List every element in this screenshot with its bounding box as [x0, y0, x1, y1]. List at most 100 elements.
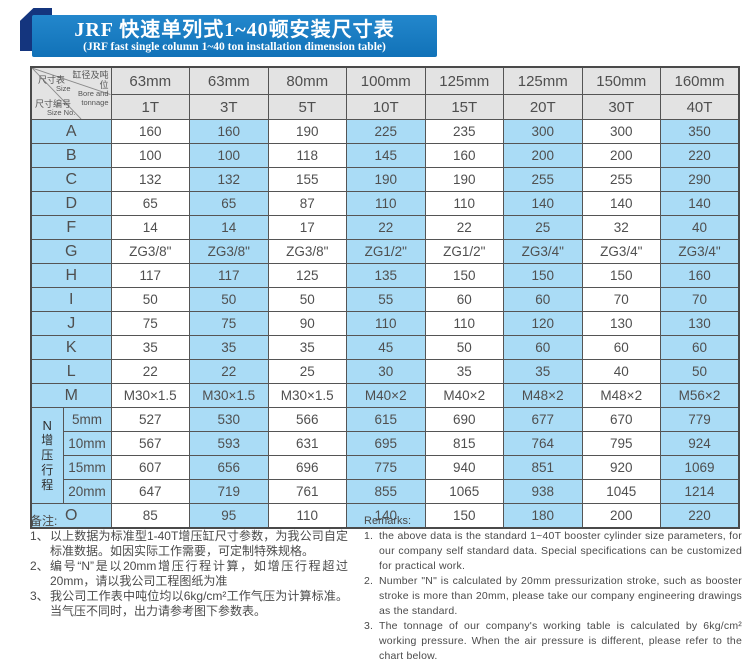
cell-value: 696 [267, 455, 347, 480]
cell-value: 110 [267, 503, 347, 529]
cell-value: 87 [267, 191, 347, 216]
table-row: I 50 50 50 55 60 60 70 70 [30, 287, 740, 312]
cell-value: 22 [189, 359, 269, 384]
note-item: 1、 以上数据为标准型1-40T增压缸尺寸参数，为我公司自定标准数据。如因实际工作… [30, 529, 348, 559]
cell-value: 225 [346, 119, 426, 144]
notes-en: Remarks: 1. the above data is the standar… [364, 514, 742, 664]
cell-value: 350 [660, 119, 740, 144]
cell-value: 50 [267, 287, 347, 312]
note-marker: 1. [364, 530, 374, 542]
cell-value: 132 [110, 167, 190, 192]
note-text: The tonnage of our company's working tab… [379, 620, 742, 662]
table-row: K 35 35 35 45 50 60 60 60 [30, 335, 740, 360]
table-row: C 132 132 155 190 190 255 255 290 [30, 167, 740, 192]
table-row-n-stroke: 15mm 607 656 696 775 940 851 920 1069 [31, 455, 740, 480]
cell-value: 761 [267, 479, 347, 504]
cell-value: 677 [503, 407, 583, 432]
note-text: Number "N" is calculated by 20mm pressur… [379, 575, 742, 617]
n-block-code: N [42, 417, 52, 433]
table-corner-cell: 缸径及吨位 Bore and tonnage 尺寸表 Size 尺寸编号 Siz… [30, 66, 112, 120]
cell-value: ZG3/4" [660, 239, 740, 264]
cell-value: 155 [267, 167, 347, 192]
cell-value: 1045 [581, 479, 661, 504]
col-header-tonnage: 3T [189, 94, 269, 120]
row-label: D [30, 191, 112, 216]
table-row-n-stroke: 20mm 647 719 761 855 1065 938 1045 1214 [31, 479, 740, 504]
note-marker: 2、 [30, 559, 49, 573]
note-item: 3. The tonnage of our company's working t… [364, 619, 742, 664]
cell-value: M40×2 [424, 383, 504, 408]
cell-value: 35 [110, 335, 190, 360]
cell-value: 60 [503, 335, 583, 360]
table-row-n-stroke: 10mm 567 593 631 695 815 764 795 924 [31, 431, 740, 456]
cell-value: 851 [503, 455, 583, 480]
note-item: 2、 编号“N”是以20mm增压行程计算，如增压行程超过20mm，请以我公司工程图… [30, 559, 348, 589]
table-row: B 100 100 118 145 160 200 200 220 [30, 143, 740, 168]
cell-value: 110 [424, 311, 504, 336]
table-row: M M30×1.5 M30×1.5 M30×1.5 M40×2 M40×2 M48×2 M48… [30, 383, 740, 408]
cell-value: 50 [189, 287, 269, 312]
col-header-tonnage: 40T [660, 94, 740, 120]
col-header-bore: 63mm [110, 66, 190, 95]
note-item: 3、 我公司工作表中吨位均以6kg/cm²工作气压为计算标准。当气压不同时，出力请… [30, 589, 348, 619]
cell-value: 85 [110, 503, 190, 529]
cell-value: 690 [424, 407, 504, 432]
cell-value: 22 [346, 215, 426, 240]
cell-value: ZG3/8" [189, 239, 269, 264]
cell-value: 70 [581, 287, 661, 312]
n-stroke-label: 5mm [62, 407, 112, 432]
cell-value: 117 [189, 263, 269, 288]
corner-bore-label: 缸径及吨位 Bore and tonnage [72, 70, 109, 107]
cell-value: 150 [503, 263, 583, 288]
cell-value: 65 [189, 191, 269, 216]
cell-value: 160 [660, 263, 740, 288]
cell-value: 764 [503, 431, 583, 456]
cell-value: 200 [581, 503, 661, 529]
corner-sizeno-label: 尺寸编号 Size No. [35, 98, 76, 117]
cell-value: 938 [503, 479, 583, 504]
cell-value: 647 [110, 479, 190, 504]
title-banner: JRF 快速单列式1~40顿安装尺寸表 (JRF fast single col… [32, 15, 437, 57]
cell-value: 75 [110, 311, 190, 336]
cell-value: 920 [581, 455, 661, 480]
row-label: A [30, 119, 112, 144]
cell-value: 118 [267, 143, 347, 168]
cell-value: 60 [581, 335, 661, 360]
cell-value: ZG3/8" [110, 239, 190, 264]
cell-value: 290 [660, 167, 740, 192]
col-header-bore: 125mm [503, 66, 583, 95]
cell-value: 60 [503, 287, 583, 312]
cell-value: 50 [424, 335, 504, 360]
dimension-table: 缸径及吨位 Bore and tonnage 尺寸表 Size 尺寸编号 Siz… [30, 66, 740, 529]
cell-value: 100 [110, 143, 190, 168]
col-header-tonnage: 10T [346, 94, 426, 120]
cell-value: 110 [346, 311, 426, 336]
cell-value: 130 [581, 311, 661, 336]
col-header-bore: 150mm [581, 66, 661, 95]
cell-value: 656 [189, 455, 269, 480]
cell-value: 25 [503, 215, 583, 240]
row-label: C [30, 167, 112, 192]
row-label: B [30, 143, 112, 168]
note-item: 2. Number "N" is calculated by 20mm press… [364, 574, 742, 619]
cell-value: 631 [267, 431, 347, 456]
cell-value: 300 [503, 119, 583, 144]
cell-value: 140 [581, 191, 661, 216]
cell-value: 670 [581, 407, 661, 432]
cell-value: 65 [110, 191, 190, 216]
notes-zh: 备注: 1、 以上数据为标准型1-40T增压缸尺寸参数，为我公司自定标准数据。如因… [30, 514, 348, 664]
cell-value: 50 [110, 287, 190, 312]
page-title-en: (JRF fast single column 1~40 ton install… [83, 40, 386, 53]
cell-value: 593 [189, 431, 269, 456]
cell-value: M40×2 [346, 383, 426, 408]
cell-value: 160 [424, 143, 504, 168]
n-stroke-label: 10mm [62, 431, 112, 456]
cell-value: 70 [660, 287, 740, 312]
cell-value: 190 [346, 167, 426, 192]
cell-value: 35 [267, 335, 347, 360]
table-row: L 22 22 25 30 35 35 40 50 [30, 359, 740, 384]
cell-value: 117 [110, 263, 190, 288]
cell-value: 220 [660, 503, 740, 529]
notes-en-heading: Remarks: [364, 515, 412, 527]
n-stroke-label: 20mm [62, 479, 112, 504]
